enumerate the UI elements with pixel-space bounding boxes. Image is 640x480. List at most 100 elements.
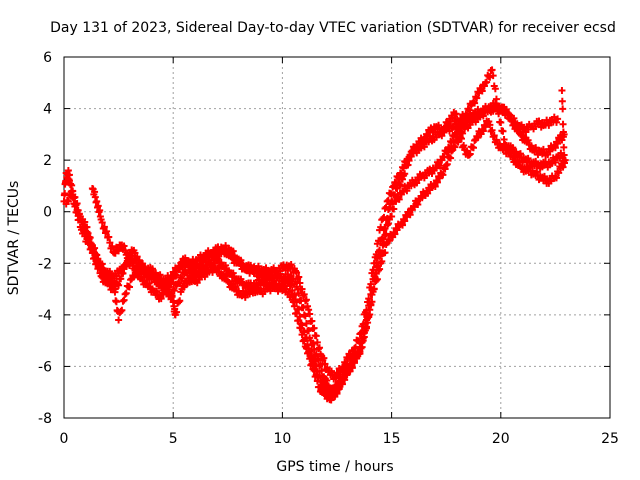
data-point (287, 291, 295, 299)
data-point (379, 234, 387, 242)
x-tick-label: 25 (601, 431, 619, 447)
data-point (302, 296, 310, 304)
x-tick-label: 15 (383, 431, 401, 447)
data-point (73, 199, 81, 207)
data-point (343, 371, 351, 379)
data-point (328, 367, 336, 375)
data-point (103, 227, 111, 235)
data-point (118, 269, 126, 277)
data-point (384, 205, 392, 213)
data-point (229, 247, 237, 255)
data-point (310, 356, 318, 364)
data-point (176, 265, 184, 273)
data-point (106, 239, 114, 247)
data-point (71, 193, 79, 201)
data-point (229, 269, 237, 277)
data-point (482, 123, 490, 131)
data-point (431, 182, 439, 190)
data-point (452, 110, 460, 118)
data-point (487, 127, 495, 135)
data-point (307, 361, 315, 369)
data-point (364, 313, 372, 321)
data-point (331, 393, 339, 401)
series-4-points (88, 108, 569, 403)
data-point (559, 128, 567, 136)
data-point (372, 259, 380, 267)
data-point (86, 234, 94, 242)
data-point (473, 94, 481, 102)
data-point (312, 371, 320, 379)
data-point (527, 142, 535, 150)
y-tick-label: -6 (38, 359, 52, 375)
data-point (295, 316, 303, 324)
data-point (441, 165, 449, 173)
data-point (170, 270, 178, 278)
data-point (308, 360, 316, 368)
data-point (552, 174, 560, 182)
data-point (380, 226, 388, 234)
data-point (492, 95, 500, 103)
data-point (321, 360, 329, 368)
data-point (508, 149, 516, 157)
data-point (299, 303, 307, 311)
data-point (304, 349, 312, 357)
data-point (439, 171, 447, 179)
data-point (356, 347, 364, 355)
y-tick-label: -4 (38, 308, 52, 324)
data-point (551, 158, 559, 166)
data-point (350, 344, 358, 352)
data-point (310, 366, 318, 374)
data-point (376, 246, 384, 254)
data-point (554, 115, 562, 123)
data-point (545, 121, 553, 129)
data-point (442, 161, 450, 169)
data-point (454, 138, 462, 146)
data-point (302, 344, 310, 352)
data-point (404, 161, 412, 169)
data-point (408, 149, 416, 157)
data-point (115, 247, 123, 255)
data-point (111, 288, 119, 296)
data-point (306, 310, 314, 318)
y-tick-label: 6 (43, 50, 52, 66)
data-point (100, 223, 108, 231)
data-point (81, 218, 89, 226)
data-point (320, 354, 328, 362)
data-point (385, 204, 393, 212)
data-point (180, 283, 188, 291)
data-point (436, 162, 444, 170)
data-point (191, 261, 199, 269)
data-point (300, 290, 308, 298)
data-point (98, 260, 106, 268)
data-point (401, 217, 409, 225)
data-point (106, 267, 114, 275)
data-point (237, 256, 245, 264)
data-point (131, 249, 139, 257)
data-point (304, 302, 312, 310)
data-point (172, 308, 180, 316)
data-point (306, 355, 314, 363)
data-point (93, 197, 101, 205)
data-point (424, 132, 432, 140)
data-point (314, 345, 322, 353)
data-point (421, 136, 429, 144)
data-point (414, 200, 422, 208)
data-point (237, 275, 245, 283)
data-point (368, 286, 376, 294)
data-point (296, 279, 304, 287)
data-point (459, 129, 467, 137)
data-point (451, 143, 459, 151)
x-axis-title: GPS time / hours (276, 459, 393, 475)
data-point (313, 377, 321, 385)
data-point (552, 118, 560, 126)
data-point (312, 332, 320, 340)
data-point (214, 254, 222, 262)
data-point (168, 293, 176, 301)
data-points (60, 66, 569, 404)
data-point (301, 297, 309, 305)
data-point (96, 206, 104, 214)
data-point (373, 254, 381, 262)
data-point (335, 385, 343, 393)
data-point (509, 144, 517, 152)
data-point (298, 331, 306, 339)
